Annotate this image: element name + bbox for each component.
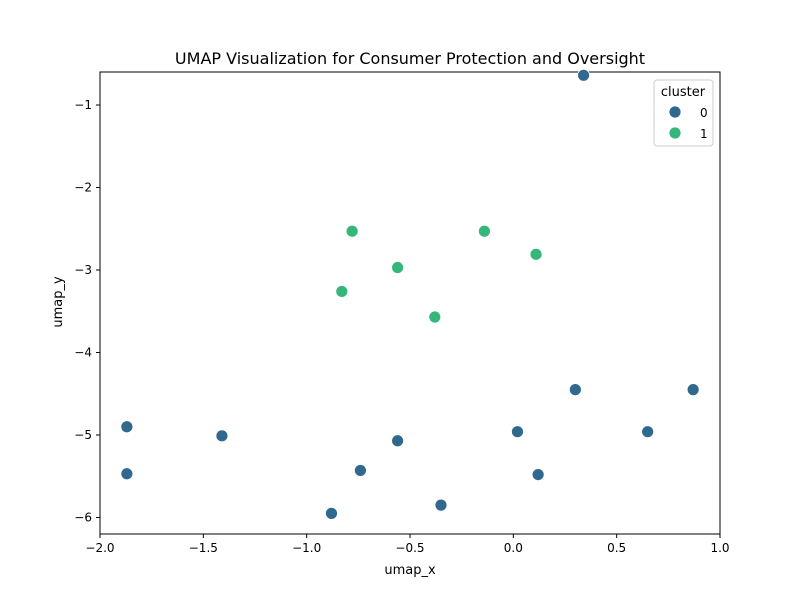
y-axis-ticks: −6 −5 −4 −3 −2 −1 — [74, 98, 100, 525]
data-point-cluster-0 — [577, 68, 590, 82]
legend-title: cluster — [661, 85, 706, 100]
y-tick-label: −5 — [74, 428, 92, 442]
data-point-cluster-0 — [568, 383, 582, 397]
plot-area — [99, 71, 721, 535]
data-point-cluster-1 — [335, 285, 349, 298]
plot-frame — [99, 71, 721, 535]
y-tick-label: −1 — [74, 98, 92, 112]
data-point-cluster-1 — [345, 224, 359, 238]
y-tick-label: −6 — [74, 511, 92, 525]
chart-title: UMAP Visualization for Consumer Protecti… — [175, 49, 645, 68]
x-tick-label: 0.0 — [504, 541, 523, 555]
data-point-cluster-0 — [120, 420, 134, 434]
data-point-cluster-0 — [511, 425, 524, 439]
legend-items: 01 — [668, 105, 708, 141]
x-tick-label: −0.5 — [395, 541, 424, 555]
x-axis-ticks: −2.0 −1.5 −1.0 −0.5 0.0 0.5 1.0 — [85, 534, 730, 555]
x-tick-label: 1.0 — [710, 541, 729, 555]
data-point-cluster-0 — [120, 467, 134, 481]
legend-marker — [668, 105, 682, 119]
data-point-cluster-0 — [215, 429, 229, 443]
data-point-cluster-1 — [529, 247, 543, 261]
x-tick-label: −2.0 — [85, 541, 114, 555]
data-point-cluster-0 — [353, 464, 367, 477]
data-point-cluster-0 — [686, 383, 700, 397]
data-point-cluster-0 — [325, 506, 338, 520]
y-axis-label: umap_y — [51, 276, 66, 328]
x-tick-label: 0.5 — [607, 541, 626, 555]
legend: cluster 01 — [653, 79, 714, 147]
data-points — [120, 68, 700, 520]
data-point-cluster-1 — [477, 224, 491, 238]
y-tick-label: −2 — [74, 181, 92, 195]
data-point-cluster-0 — [531, 468, 545, 482]
data-point-cluster-0 — [434, 498, 448, 512]
data-point-cluster-0 — [391, 434, 405, 448]
x-tick-label: −1.0 — [292, 541, 321, 555]
data-point-cluster-1 — [428, 310, 442, 324]
legend-box — [653, 79, 714, 147]
y-tick-label: −4 — [74, 346, 92, 360]
x-axis-label: umap_x — [384, 563, 436, 578]
y-tick-label: −3 — [74, 263, 92, 277]
x-tick-label: −1.5 — [189, 541, 218, 555]
data-point-cluster-0 — [641, 425, 655, 439]
legend-label: 1 — [700, 127, 708, 141]
legend-marker — [668, 126, 682, 140]
data-point-cluster-1 — [391, 261, 405, 274]
legend-label: 0 — [700, 106, 708, 120]
